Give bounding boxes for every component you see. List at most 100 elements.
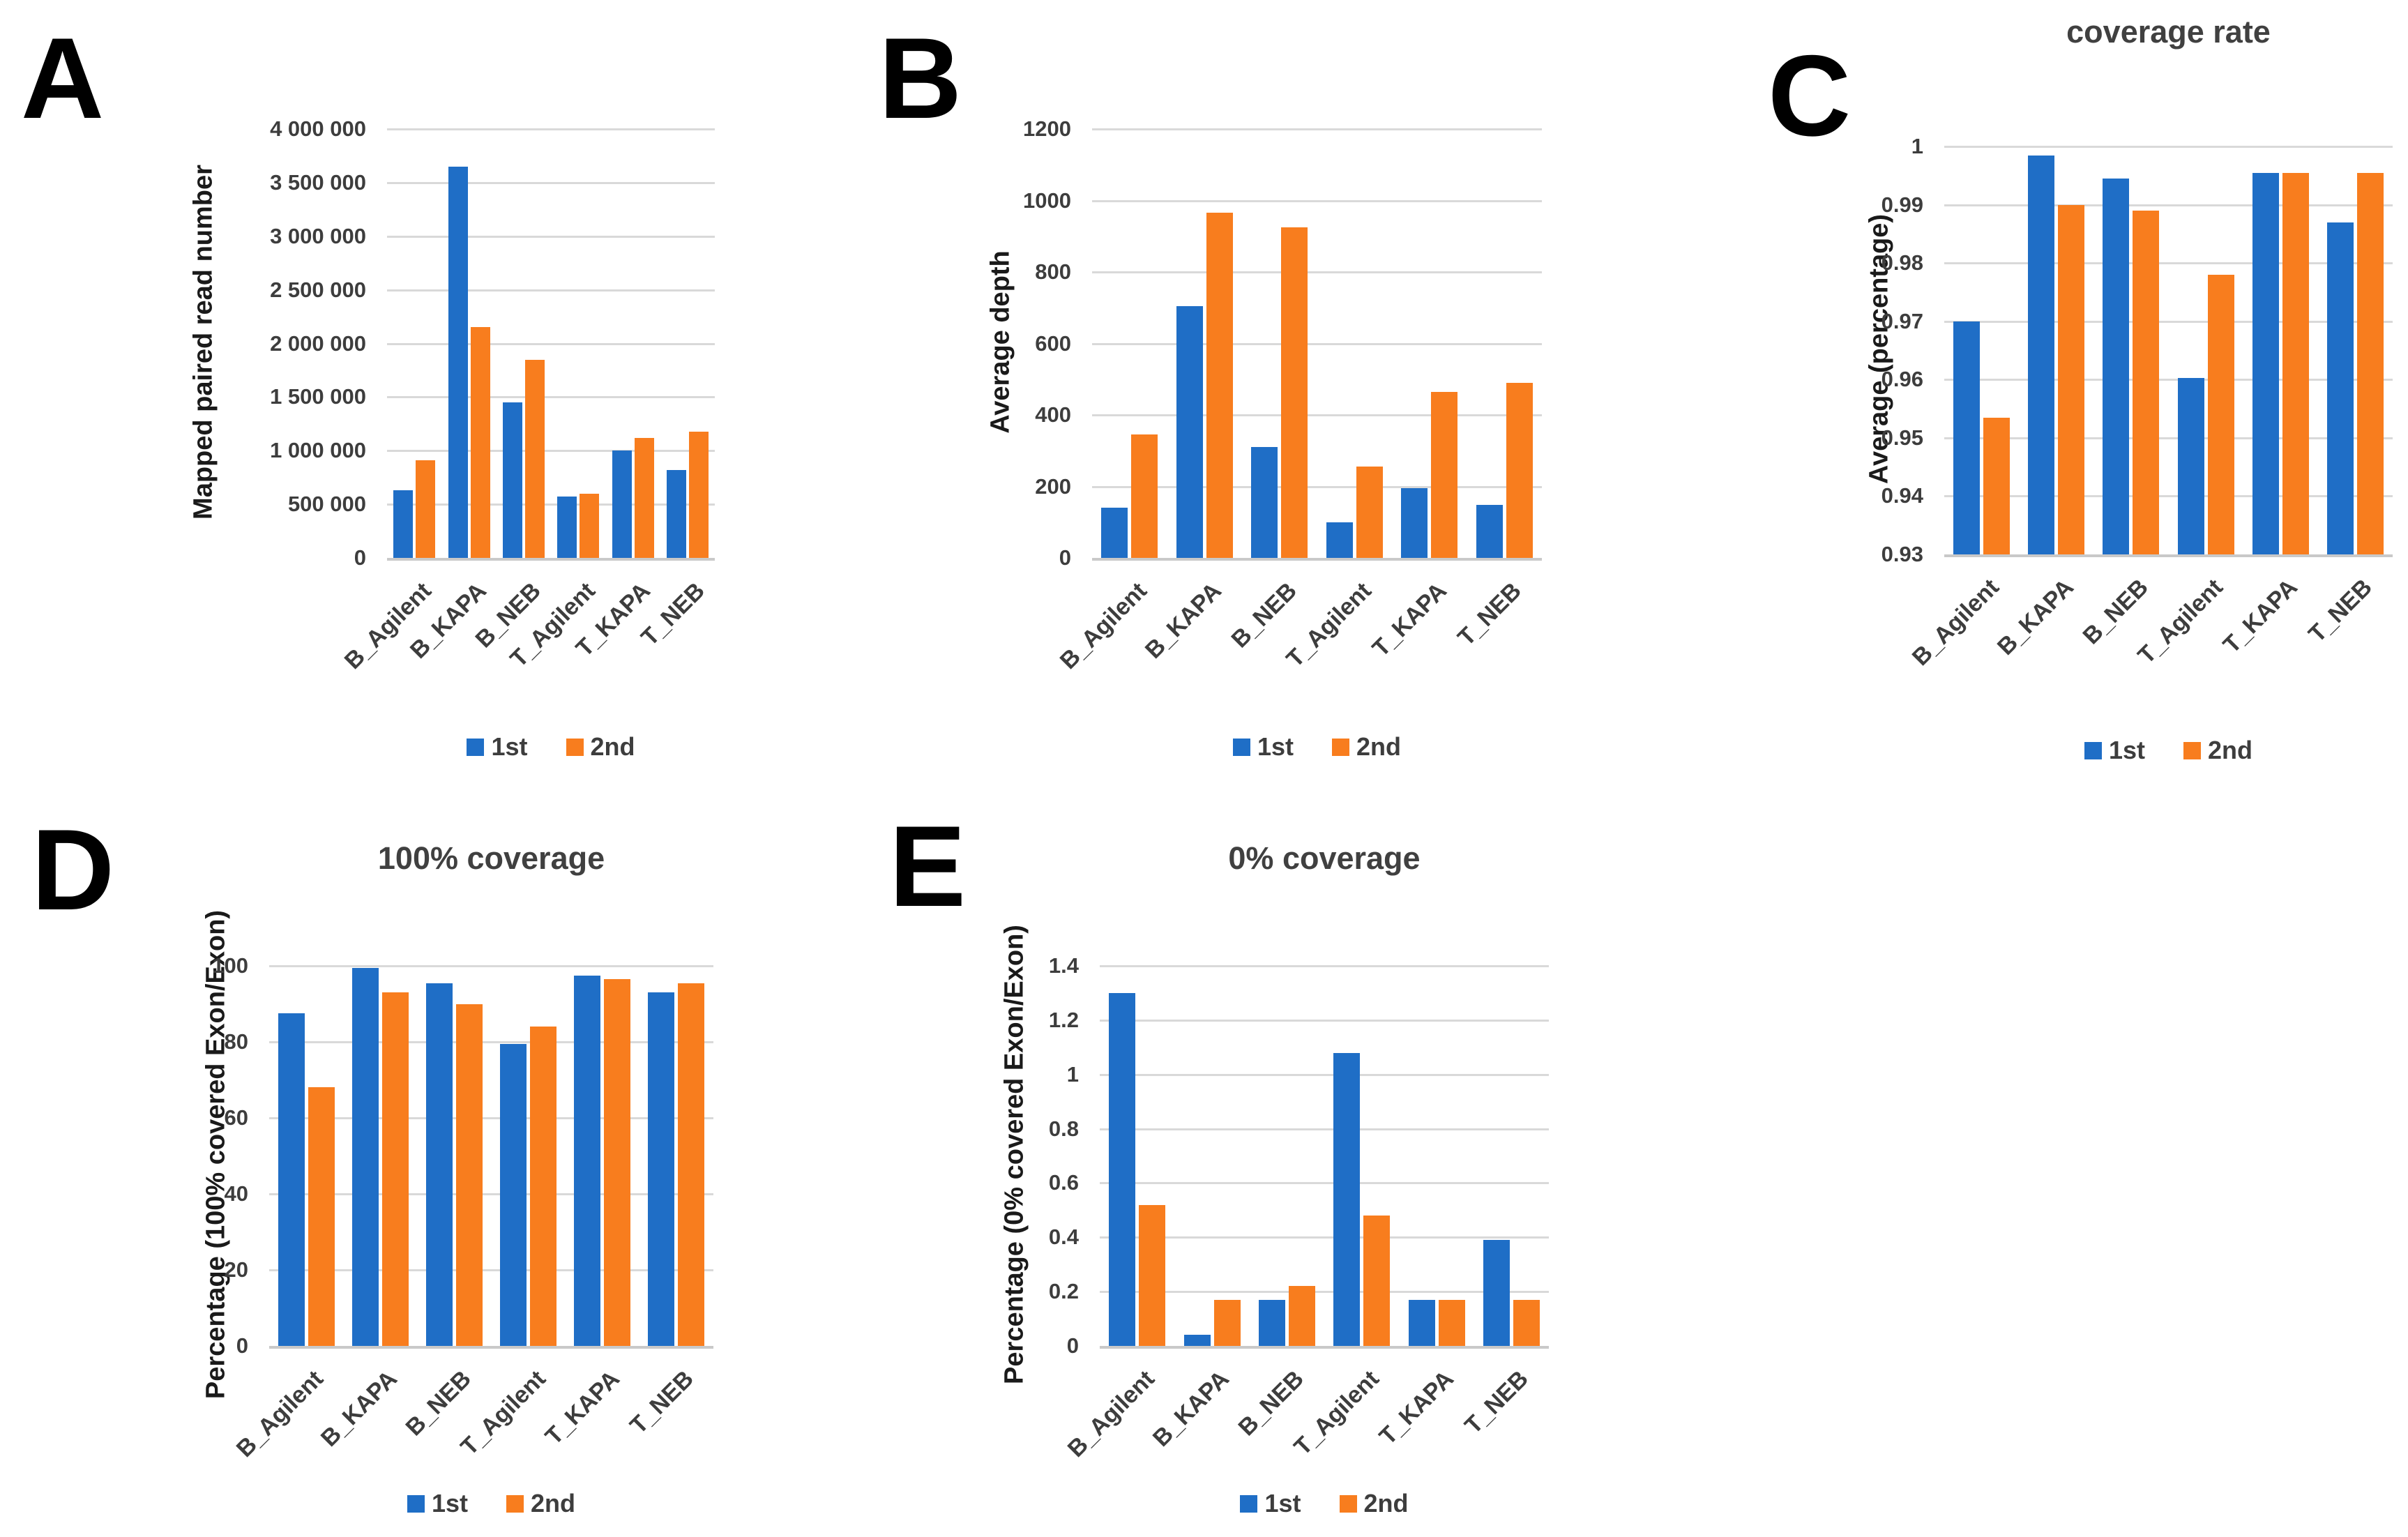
gridline bbox=[269, 1117, 713, 1119]
y-tick-label: 800 bbox=[1035, 259, 1071, 284]
y-tick-label: 0.4 bbox=[1048, 1225, 1079, 1250]
bar-2nd-B_NEB bbox=[524, 359, 545, 558]
y-tick-label: 2 500 000 bbox=[270, 277, 366, 302]
panel-letter-c: C bbox=[1768, 31, 1851, 160]
bar-2nd-B_NEB bbox=[2133, 210, 2160, 554]
gridline bbox=[1092, 128, 1542, 130]
plot-area bbox=[1092, 128, 1542, 561]
legend-item-2nd: 2nd bbox=[1339, 1489, 1409, 1518]
y-tick-label: 400 bbox=[1035, 402, 1071, 427]
gridline bbox=[1944, 495, 2393, 498]
legend-swatch-2nd bbox=[566, 738, 584, 756]
gridline bbox=[1100, 1128, 1549, 1130]
bar-1st-B_NEB bbox=[1251, 447, 1278, 558]
plot-area bbox=[269, 965, 713, 1349]
bar-1st-T_KAPA bbox=[2252, 172, 2279, 554]
y-tick-label: 1200 bbox=[1023, 116, 1071, 141]
bar-2nd-T_KAPA bbox=[1431, 391, 1458, 558]
bar-1st-T_KAPA bbox=[612, 450, 632, 558]
bar-1st-B_NEB bbox=[425, 983, 453, 1346]
gridline bbox=[1092, 485, 1542, 488]
legend-label: 1st bbox=[1257, 732, 1294, 761]
bar-2nd-T_Agilent bbox=[580, 493, 600, 558]
legend-label: 1st bbox=[491, 732, 528, 761]
bar-2nd-T_Agilent bbox=[530, 1027, 557, 1346]
gridline bbox=[269, 965, 713, 967]
bar-1st-T_Agilent bbox=[1333, 1052, 1361, 1346]
bar-1st-B_Agilent bbox=[1109, 992, 1136, 1346]
legend-item-2nd: 2nd bbox=[566, 732, 635, 762]
y-tick-label: 0.95 bbox=[1881, 425, 1923, 450]
bar-2nd-B_Agilent bbox=[1131, 434, 1158, 558]
gridline bbox=[1944, 204, 2393, 206]
gridline bbox=[1944, 437, 2393, 439]
y-tick-label: 80 bbox=[224, 1029, 248, 1054]
y-tick-label: 100 bbox=[212, 953, 248, 978]
y-tick-label: 0.2 bbox=[1048, 1279, 1079, 1304]
bar-2nd-T_NEB bbox=[1506, 382, 1533, 558]
y-tick-label: 1 bbox=[1911, 134, 1923, 158]
bar-2nd-B_KAPA bbox=[1213, 1299, 1241, 1346]
bar-2nd-T_Agilent bbox=[2207, 274, 2234, 554]
bar-1st-T_Agilent bbox=[2177, 377, 2204, 554]
gridline bbox=[1092, 342, 1542, 345]
panel-letter-b: B bbox=[879, 14, 962, 142]
bar-2nd-B_Agilent bbox=[416, 460, 436, 558]
gridline bbox=[269, 1193, 713, 1195]
legend-label: 2nd bbox=[1356, 732, 1402, 761]
bar-1st-B_Agilent bbox=[393, 490, 414, 558]
bar-1st-B_KAPA bbox=[448, 166, 468, 558]
legend-label: 1st bbox=[431, 1489, 468, 1517]
gridline bbox=[387, 450, 715, 453]
legend: 1st 2nd bbox=[1974, 736, 2364, 765]
gridline bbox=[387, 289, 715, 292]
y-tick-label: 2 000 000 bbox=[270, 331, 366, 356]
y-tick-label: 600 bbox=[1035, 331, 1071, 356]
legend: 1st 2nd bbox=[296, 1489, 687, 1518]
gridline bbox=[387, 181, 715, 184]
y-tick-label: 0 bbox=[1059, 545, 1071, 570]
bar-1st-B_KAPA bbox=[1183, 1335, 1211, 1346]
y-tick-label: 3 500 000 bbox=[270, 169, 366, 195]
bar-1st-B_NEB bbox=[1258, 1299, 1285, 1346]
chart-title: 100% coverage bbox=[377, 840, 605, 876]
bar-1st-B_KAPA bbox=[2028, 155, 2055, 554]
bar-2nd-T_KAPA bbox=[1438, 1299, 1465, 1346]
legend-item-1st: 1st bbox=[1232, 732, 1294, 762]
bar-2nd-T_KAPA bbox=[2282, 172, 2309, 554]
y-tick-label: 1 bbox=[1066, 1061, 1079, 1086]
y-tick-label: 20 bbox=[224, 1257, 248, 1282]
bar-1st-T_NEB bbox=[2326, 222, 2354, 554]
gridline bbox=[1100, 1182, 1549, 1185]
y-tick-label: 0.98 bbox=[1881, 250, 1923, 275]
bar-2nd-T_NEB bbox=[1513, 1299, 1540, 1346]
y-tick-label: 1 500 000 bbox=[270, 384, 366, 409]
legend-item-1st: 1st bbox=[467, 732, 528, 762]
bar-1st-B_NEB bbox=[502, 402, 522, 558]
gridline bbox=[1092, 414, 1542, 416]
panel-letter-d: D bbox=[31, 805, 114, 934]
y-tick-label: 1.4 bbox=[1048, 953, 1079, 978]
legend-item-2nd: 2nd bbox=[2183, 736, 2252, 765]
gridline bbox=[1944, 146, 2393, 148]
panel-d: D 100% coverage Percentage (100% covered… bbox=[21, 802, 837, 1537]
legend-item-1st: 1st bbox=[1240, 1489, 1301, 1518]
gridline bbox=[387, 396, 715, 399]
bar-2nd-T_KAPA bbox=[634, 437, 654, 558]
x-axis-label: B_Agilent bbox=[1062, 1365, 1160, 1463]
legend-swatch-1st bbox=[467, 738, 485, 756]
bar-2nd-B_KAPA bbox=[2058, 204, 2085, 554]
y-tick-label: 1 000 000 bbox=[270, 438, 366, 463]
bar-2nd-T_NEB bbox=[2356, 172, 2384, 554]
bar-1st-T_NEB bbox=[666, 469, 686, 558]
y-tick-label: 1.2 bbox=[1048, 1007, 1079, 1032]
legend-swatch-1st bbox=[407, 1494, 425, 1513]
gridline bbox=[387, 503, 715, 506]
y-tick-label: 40 bbox=[224, 1181, 248, 1206]
gridline bbox=[1944, 320, 2393, 323]
legend-label: 2nd bbox=[2208, 736, 2253, 764]
panel-b: B Average depth 0 200 400 600 800 1000 1200 B_A… bbox=[872, 21, 1653, 795]
bar-1st-B_Agilent bbox=[1953, 321, 1981, 554]
gridline bbox=[269, 1269, 713, 1271]
